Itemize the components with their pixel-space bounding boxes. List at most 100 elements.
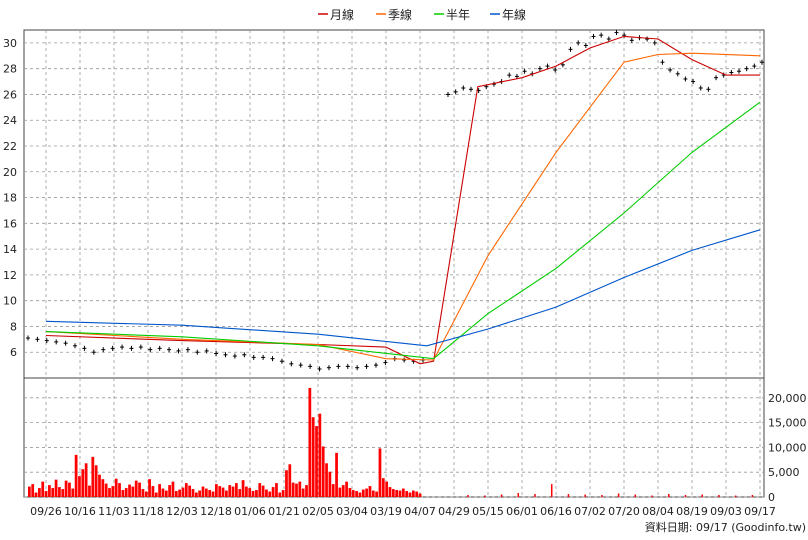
volume-bar (567, 494, 570, 497)
volume-bar (168, 485, 171, 497)
volume-bar (291, 482, 295, 497)
volume-bar (225, 490, 228, 497)
volume-bar (51, 488, 55, 497)
volume-bar (378, 448, 382, 497)
volume-bar (388, 487, 392, 497)
date-tick-label: 03/19 (370, 505, 402, 518)
volume-bar (84, 463, 88, 497)
price-tick-label: 28 (3, 63, 17, 76)
volume-bar (368, 486, 372, 497)
volume-bar (121, 490, 125, 497)
volume-bar (68, 482, 71, 497)
volume-bar (38, 488, 41, 497)
volume-bar (235, 483, 238, 497)
volume-bar (88, 485, 91, 497)
volume-bar (398, 490, 402, 497)
price-tick-label: 14 (3, 243, 17, 256)
volume-bar (248, 488, 252, 497)
volume-bar (171, 481, 175, 497)
volume-bar (41, 481, 45, 497)
volume-bar (401, 488, 405, 497)
date-tick-label: 07/20 (608, 505, 640, 518)
volume-bar (298, 481, 302, 497)
volume-axis-ticks: 20,000 15,000 10,000 5,000 0 (768, 392, 807, 504)
volume-bar (194, 492, 198, 497)
volume-bar (305, 485, 308, 497)
volume-bar (54, 479, 58, 497)
volume-bar (204, 488, 208, 497)
volume-bar (358, 492, 362, 497)
price-tick-label: 10 (3, 295, 17, 308)
volume-bar (325, 463, 328, 497)
volume-bar (265, 489, 268, 497)
volume-bar (231, 486, 235, 497)
volume-bar (74, 454, 78, 497)
volume-bar (124, 488, 128, 497)
volume-bar (634, 494, 637, 497)
volume-bar (178, 489, 181, 497)
volume-bar (218, 486, 222, 497)
volume-bar (101, 479, 105, 497)
data-source-credit: 資料日期: 09/17 (Goodinfo.tw) (645, 520, 806, 534)
volume-bar (71, 488, 75, 497)
volume-bar (308, 387, 312, 497)
volume-bar (311, 417, 315, 497)
volume-bar (241, 480, 245, 497)
volume-bar (141, 489, 145, 497)
volume-bar (281, 490, 285, 497)
volume-bar (751, 495, 754, 497)
date-tick-label: 06/01 (506, 505, 538, 518)
volume-bar (484, 495, 486, 497)
volume-bar (381, 478, 385, 497)
volume-tick-label: 0 (768, 491, 775, 504)
legend-label: 年線 (502, 7, 526, 22)
volume-bar (148, 479, 151, 497)
volume-bar (144, 491, 148, 497)
date-tick-label: 09/03 (710, 505, 742, 518)
volume-bar (261, 485, 265, 497)
volume-bar (104, 483, 108, 497)
volume-bar (34, 492, 38, 497)
volume-bar (28, 486, 31, 497)
volume-bar (251, 491, 255, 497)
legend-label: 季線 (388, 7, 412, 22)
volume-bar (201, 486, 205, 497)
price-tick-label: 22 (3, 140, 17, 153)
volume-bar (701, 494, 703, 497)
date-tick-label: 11/18 (132, 505, 164, 518)
volume-bar (181, 487, 185, 497)
volume-bar (335, 452, 338, 497)
volume-bar (238, 489, 242, 497)
volume-bar (48, 485, 51, 497)
ma-line-0055cc (45, 229, 761, 347)
volume-bar (278, 492, 282, 497)
volume-bar (584, 494, 586, 497)
volume-bar (208, 490, 212, 497)
date-tick-label: 12/03 (166, 505, 198, 518)
price-axis-ticks: 30 28 26 24 22 20 18 16 14 12 10 8 6 (3, 37, 17, 359)
volume-bar (114, 478, 118, 497)
volume-bar (534, 494, 536, 497)
date-tick-label: 07/02 (574, 505, 606, 518)
volume-bar (161, 488, 165, 497)
date-tick-label: 11/03 (98, 505, 130, 518)
price-tick-label: 6 (10, 346, 17, 359)
volume-bar (321, 446, 325, 497)
volume-bar (138, 482, 141, 497)
volume-bar (517, 493, 520, 497)
volume-bar (285, 470, 288, 497)
volume-bar (131, 486, 135, 497)
volume-bar (44, 491, 48, 497)
date-tick-label: 09/17 (744, 505, 776, 518)
price-tick-label: 8 (10, 320, 17, 333)
ma-line-cc0000 (45, 35, 760, 365)
volume-bar (184, 483, 188, 497)
legend-label: 月線 (330, 7, 354, 22)
volume-bar (500, 494, 503, 497)
legend-label: 半年 (446, 8, 470, 22)
volume-bar (301, 488, 305, 497)
volume-bar (191, 489, 195, 497)
volume-bar (355, 491, 358, 497)
date-tick-label: 03/04 (336, 505, 368, 518)
volume-bar (408, 492, 412, 497)
